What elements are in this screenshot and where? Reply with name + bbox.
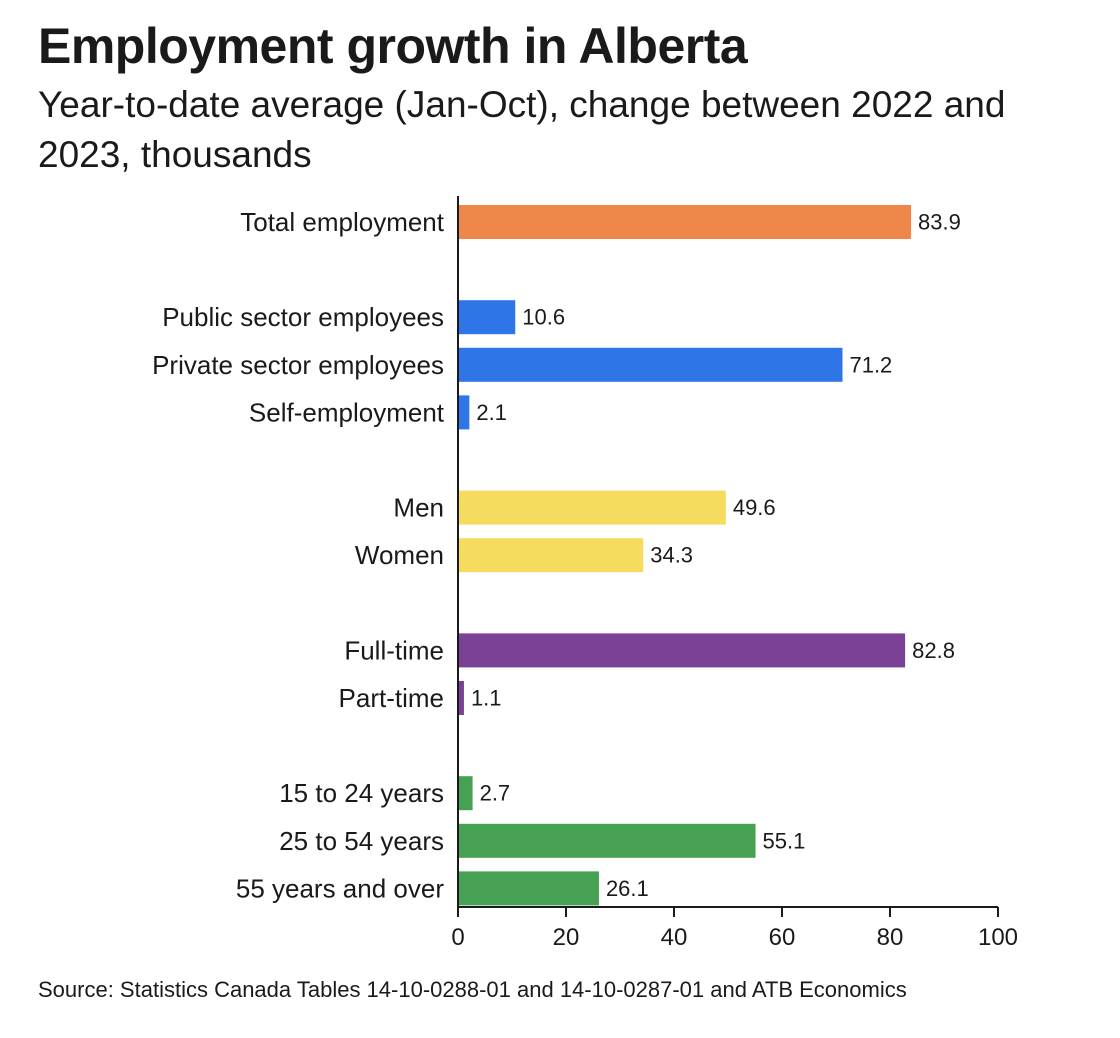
value-label-women: 34.3: [650, 543, 693, 568]
category-label-men: Men: [393, 493, 444, 523]
value-label-private-sector-employees: 71.2: [849, 352, 892, 377]
bar-15-to-24-years: [458, 776, 473, 811]
bar-men: [458, 490, 726, 525]
category-label-private-sector-employees: Private sector employees: [152, 350, 444, 380]
value-label-full-time: 82.8: [912, 638, 955, 663]
x-tick-label-20: 20: [553, 924, 580, 951]
x-tick-label-60: 60: [769, 924, 796, 951]
category-label-full-time: Full-time: [344, 635, 444, 665]
bar-public-sector-employees: [458, 300, 516, 335]
category-label-part-time: Part-time: [339, 683, 444, 713]
bar-full-time: [458, 633, 906, 668]
category-label-55-years-and-over: 55 years and over: [236, 873, 444, 903]
category-label-25-to-54-years: 25 to 54 years: [279, 826, 444, 856]
value-label-men: 49.6: [733, 495, 776, 520]
value-label-25-to-54-years: 55.1: [763, 828, 806, 853]
x-tick-label-100: 100: [978, 924, 1018, 951]
x-tick-label-80: 80: [877, 924, 904, 951]
bar-total-employment: [458, 205, 912, 239]
category-label-women: Women: [355, 540, 444, 570]
chart-subtitle: Year-to-date average (Jan-Oct), change b…: [38, 84, 1006, 175]
category-label-total-employment: Total employment: [240, 207, 445, 237]
bar-private-sector-employees: [458, 347, 843, 382]
source-note: Source: Statistics Canada Tables 14-10-0…: [38, 977, 907, 1002]
bar-women: [458, 538, 644, 573]
value-label-55-years-and-over: 26.1: [606, 876, 649, 901]
category-label-public-sector-employees: Public sector employees: [162, 302, 444, 332]
x-tick-label-0: 0: [451, 924, 464, 951]
value-label-public-sector-employees: 10.6: [522, 305, 565, 330]
bar-55-years-and-over: [458, 871, 599, 906]
value-label-15-to-24-years: 2.7: [480, 781, 511, 806]
bar-part-time: [458, 681, 464, 715]
value-label-self-employment: 2.1: [476, 400, 507, 425]
category-label-15-to-24-years: 15 to 24 years: [279, 778, 444, 808]
value-label-part-time: 1.1: [471, 686, 502, 711]
chart-title: Employment growth in Alberta: [38, 18, 748, 74]
category-label-self-employment: Self-employment: [249, 397, 445, 427]
bar-self-employment: [458, 395, 470, 430]
value-label-total-employment: 83.9: [918, 210, 961, 235]
x-tick-label-40: 40: [661, 924, 688, 951]
bar-25-to-54-years: [458, 823, 756, 858]
